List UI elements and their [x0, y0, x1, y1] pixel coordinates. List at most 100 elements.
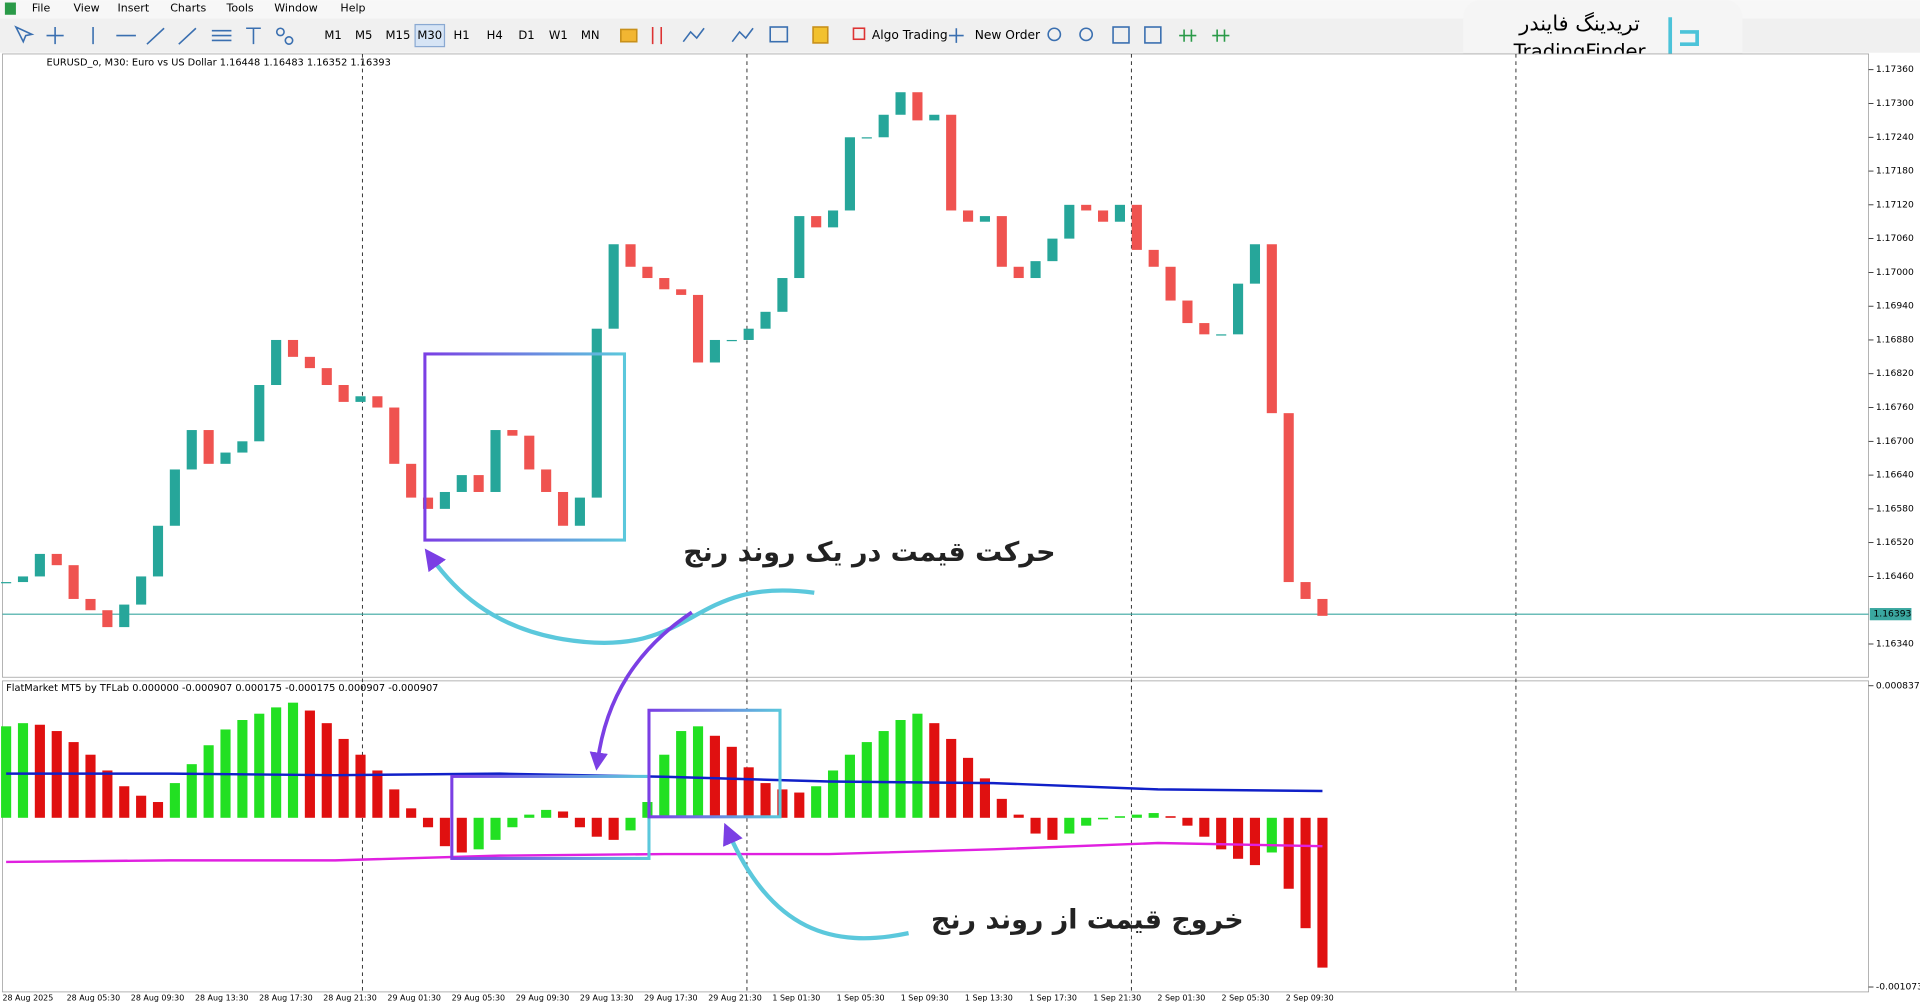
candle	[777, 278, 788, 312]
histogram-bar	[557, 811, 569, 818]
timeframe-button[interactable]: M30	[417, 28, 442, 42]
histogram-bar	[878, 731, 889, 818]
candle	[946, 114, 957, 211]
price-tick-label: 1.17000	[1876, 267, 1914, 278]
candle	[406, 463, 417, 498]
histogram-bar	[591, 817, 602, 837]
time-label: 29 Aug 17:30	[644, 994, 698, 1003]
timeframe-button[interactable]: M1	[324, 28, 341, 42]
candle	[1300, 582, 1311, 599]
histogram-bar	[422, 817, 434, 828]
histogram-bar	[389, 789, 400, 818]
candle	[220, 452, 231, 464]
menu-item[interactable]: Help	[340, 2, 365, 15]
histogram-bar	[743, 767, 754, 818]
histogram-bar	[321, 723, 332, 818]
histogram-bar	[85, 754, 96, 818]
timeframe-button[interactable]: MN	[581, 28, 600, 42]
price-tick-label: 1.16340	[1876, 638, 1914, 649]
histogram-bar	[17, 723, 29, 818]
time-label: 28 Aug 05:30	[67, 994, 121, 1003]
menu-item[interactable]: Charts	[170, 2, 206, 15]
histogram-bar	[811, 786, 822, 818]
candle	[794, 216, 805, 279]
upper-signal-line	[6, 772, 1323, 793]
histogram-bar	[625, 817, 636, 831]
timeframe-button[interactable]: M15	[386, 28, 411, 42]
candle	[861, 137, 872, 139]
candle	[608, 244, 619, 329]
candle	[1199, 323, 1210, 335]
histogram-bar	[1283, 817, 1294, 889]
histogram-bar	[574, 817, 585, 828]
candle	[102, 610, 113, 628]
algo-trading-button[interactable]: Algo Trading	[872, 28, 948, 42]
candle	[541, 469, 552, 492]
candle	[271, 339, 282, 386]
histogram-bar	[996, 798, 1007, 818]
histogram-bar	[608, 817, 619, 840]
candle	[1097, 210, 1109, 222]
candle	[1131, 204, 1142, 250]
histogram-bar	[946, 738, 957, 818]
candle	[507, 430, 518, 436]
price-tick-label: 1.16940	[1876, 301, 1914, 312]
time-label: 1 Sep 17:30	[1029, 994, 1077, 1003]
histogram-bar	[271, 707, 282, 818]
price-tick-label: 1.16880	[1876, 334, 1914, 345]
histogram-bar	[439, 817, 450, 847]
candle	[490, 430, 501, 492]
candle	[389, 407, 400, 464]
timeframe-button[interactable]: D1	[518, 28, 534, 42]
timeframe-button[interactable]: M5	[355, 28, 372, 42]
candle	[524, 435, 535, 470]
menu-item[interactable]: File	[32, 2, 51, 15]
new-order-button[interactable]: New Order	[975, 28, 1041, 42]
menu-item[interactable]: Window	[274, 2, 317, 15]
menu-item[interactable]: Tools	[226, 2, 254, 15]
annotation-range-move: حرکت قیمت در یک روند رنج	[683, 537, 1055, 568]
candle	[1047, 238, 1058, 262]
time-label: 1 Sep 21:30	[1093, 994, 1141, 1003]
time-label: 29 Aug 01:30	[387, 994, 441, 1003]
lower-signal-line	[6, 841, 1323, 864]
timeframe-button[interactable]: H4	[487, 28, 503, 42]
time-label: 2 Sep 09:30	[1286, 994, 1334, 1003]
histogram-bar	[1148, 813, 1159, 818]
candle	[1317, 598, 1328, 616]
current-price-box	[1869, 608, 1912, 621]
candle	[17, 576, 29, 583]
histogram-bar	[1165, 816, 1176, 818]
candle	[68, 565, 79, 599]
candle	[962, 210, 974, 222]
candle	[203, 430, 214, 464]
histogram-bar	[237, 720, 248, 818]
menu-item[interactable]: View	[73, 2, 99, 15]
candle	[692, 294, 704, 363]
histogram-bar	[1097, 817, 1109, 820]
candle	[827, 210, 839, 228]
histogram-bar	[68, 742, 79, 818]
timeframe-button[interactable]: H1	[454, 28, 470, 42]
candle	[726, 339, 737, 342]
candle	[709, 339, 720, 363]
time-label: 29 Aug 13:30	[580, 994, 634, 1003]
time-label: 28 Aug 2025	[2, 994, 53, 1003]
time-label: 28 Aug 13:30	[195, 994, 249, 1003]
histogram-bar	[1216, 817, 1227, 850]
candle	[1, 582, 12, 584]
candle	[895, 92, 906, 115]
candle	[473, 475, 484, 492]
candle	[1013, 266, 1024, 279]
candle	[287, 339, 299, 357]
histogram-bar	[254, 713, 265, 818]
histogram-bar	[794, 792, 805, 818]
menu-item[interactable]: Insert	[118, 2, 150, 15]
timeframe-button[interactable]: W1	[549, 28, 568, 42]
time-label: 29 Aug 09:30	[516, 994, 570, 1003]
time-label: 28 Aug 21:30	[323, 994, 377, 1003]
histogram-bar	[1233, 817, 1244, 859]
price-tick-label: 1.17240	[1876, 132, 1914, 143]
